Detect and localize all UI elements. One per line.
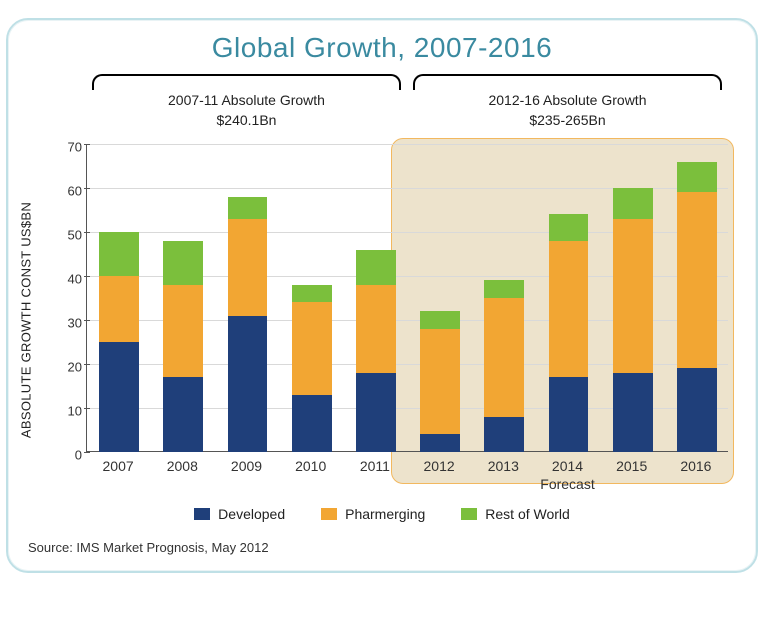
legend-item: Developed bbox=[194, 506, 285, 522]
legend-swatch bbox=[194, 508, 210, 520]
chart-card: Global Growth, 2007-2016 2007-11 Absolut… bbox=[6, 18, 758, 573]
y-tick-label: 20 bbox=[54, 360, 82, 375]
legend-label: Developed bbox=[218, 506, 285, 522]
bar-segment bbox=[613, 188, 653, 219]
bar-segment bbox=[356, 285, 396, 373]
bar-segment bbox=[356, 373, 396, 452]
bar-segment bbox=[613, 219, 653, 373]
y-tick-mark bbox=[84, 188, 90, 189]
bracket-right: 2012-16 Absolute Growth $235-265Bn bbox=[413, 74, 722, 129]
y-tick-label: 10 bbox=[54, 404, 82, 419]
x-tick-label: 2014 bbox=[552, 458, 583, 474]
bar-segment bbox=[228, 197, 268, 219]
y-tick-mark bbox=[84, 364, 90, 365]
chart-title: Global Growth, 2007-2016 bbox=[22, 32, 742, 64]
bar-segment bbox=[356, 250, 396, 285]
x-tick-label: 2011 bbox=[360, 458, 390, 474]
source-text: Source: IMS Market Prognosis, May 2012 bbox=[28, 540, 742, 555]
bar-segment bbox=[99, 342, 139, 452]
bars-layer bbox=[87, 144, 728, 451]
bar-segment bbox=[484, 280, 524, 298]
x-tick-label: 2009 bbox=[231, 458, 262, 474]
y-axis-label: ABSOLUTE GROWTH CONST US$BN bbox=[19, 202, 34, 438]
y-tick-mark bbox=[84, 408, 90, 409]
x-tick-label: 2007 bbox=[103, 458, 134, 474]
legend-label: Rest of World bbox=[485, 506, 570, 522]
y-tick-mark bbox=[84, 276, 90, 277]
bar-segment bbox=[420, 311, 460, 329]
bracket-left-line1: 2007-11 Absolute Growth bbox=[92, 92, 401, 110]
bracket-line-right bbox=[413, 74, 722, 90]
bar-segment bbox=[549, 214, 589, 240]
plot-area bbox=[86, 144, 728, 452]
bar-segment bbox=[420, 434, 460, 452]
x-tick-label: 2015 bbox=[616, 458, 647, 474]
bar-segment bbox=[163, 285, 203, 377]
bar-segment bbox=[613, 373, 653, 452]
bracket-line-left bbox=[92, 74, 401, 90]
bar-segment bbox=[292, 285, 332, 303]
y-tick-label: 50 bbox=[54, 228, 82, 243]
bar-segment bbox=[677, 162, 717, 193]
bracket-left: 2007-11 Absolute Growth $240.1Bn bbox=[92, 74, 401, 129]
bar-segment bbox=[484, 417, 524, 452]
chart-area: ABSOLUTE GROWTH CONST US$BN Forecast 010… bbox=[32, 140, 732, 500]
legend: Developed Pharmerging Rest of World bbox=[22, 506, 742, 522]
x-tick-label: 2008 bbox=[167, 458, 198, 474]
bar-segment bbox=[549, 377, 589, 452]
bracket-right-line1: 2012-16 Absolute Growth bbox=[413, 92, 722, 110]
y-tick-label: 70 bbox=[54, 140, 82, 155]
legend-label: Pharmerging bbox=[345, 506, 425, 522]
bar-segment bbox=[228, 219, 268, 316]
y-tick-label: 60 bbox=[54, 184, 82, 199]
y-tick-label: 40 bbox=[54, 272, 82, 287]
bar-segment bbox=[163, 377, 203, 452]
legend-item: Rest of World bbox=[461, 506, 570, 522]
y-tick-label: 0 bbox=[54, 448, 82, 463]
bar-segment bbox=[292, 302, 332, 394]
bar-segment bbox=[163, 241, 203, 285]
legend-item: Pharmerging bbox=[321, 506, 425, 522]
x-tick-label: 2012 bbox=[424, 458, 455, 474]
bar-segment bbox=[677, 368, 717, 452]
x-tick-label: 2016 bbox=[680, 458, 711, 474]
bar-segment bbox=[484, 298, 524, 417]
bracket-right-line2: $235-265Bn bbox=[413, 112, 722, 130]
forecast-label: Forecast bbox=[540, 476, 594, 492]
bar-segment bbox=[292, 395, 332, 452]
x-tick-label: 2013 bbox=[488, 458, 519, 474]
bar-segment bbox=[677, 192, 717, 368]
y-tick-mark bbox=[84, 320, 90, 321]
bar-segment bbox=[228, 316, 268, 452]
bar-segment bbox=[549, 241, 589, 377]
legend-swatch bbox=[321, 508, 337, 520]
y-tick-mark bbox=[84, 452, 90, 453]
y-tick-mark bbox=[84, 232, 90, 233]
bracket-left-line2: $240.1Bn bbox=[92, 112, 401, 130]
x-tick-label: 2010 bbox=[295, 458, 326, 474]
y-tick-label: 30 bbox=[54, 316, 82, 331]
y-tick-mark bbox=[84, 144, 90, 145]
bar-segment bbox=[99, 232, 139, 276]
legend-swatch bbox=[461, 508, 477, 520]
bar-segment bbox=[99, 276, 139, 342]
bar-segment bbox=[420, 329, 460, 435]
bracket-row: 2007-11 Absolute Growth $240.1Bn 2012-16… bbox=[86, 74, 732, 140]
